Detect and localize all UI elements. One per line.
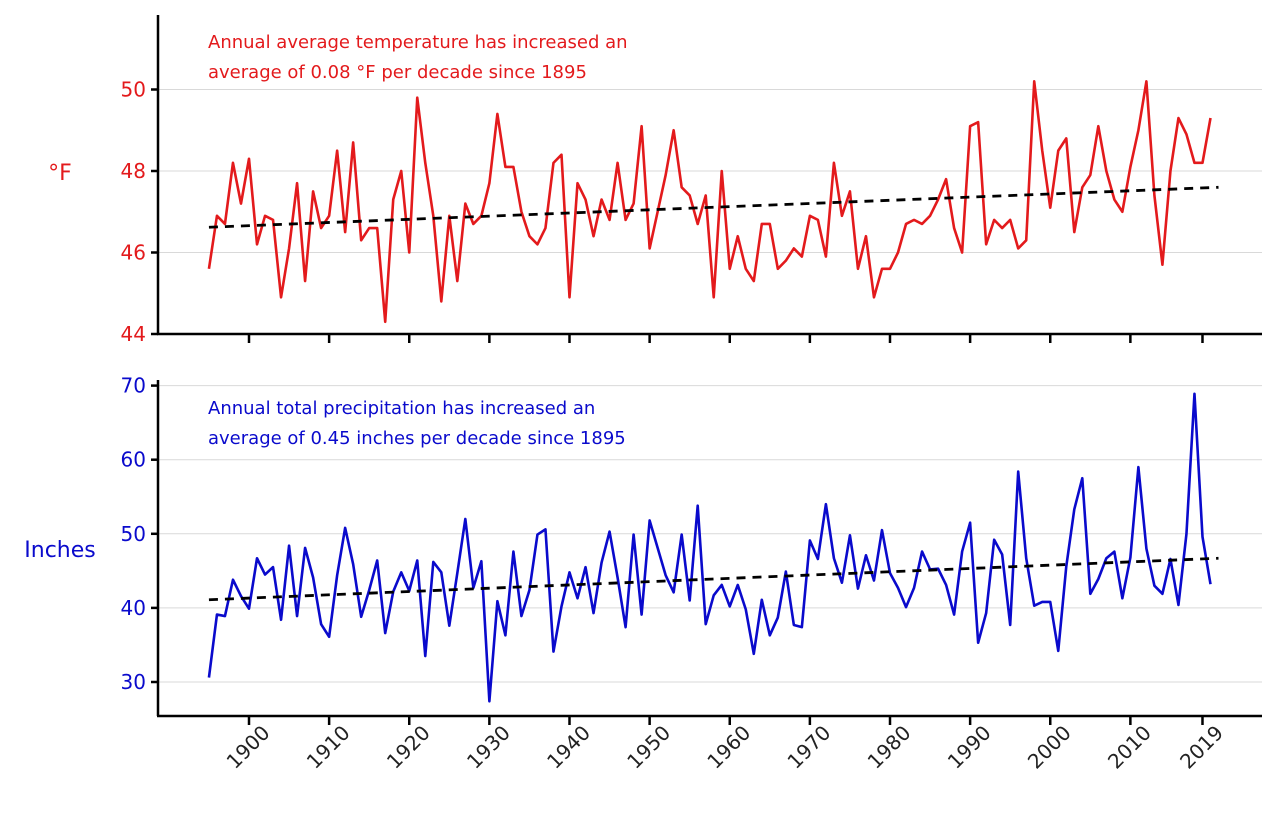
y-tick-label: 30 <box>121 670 146 694</box>
annotation-line: average of 0.08 °F per decade since 1895 <box>208 62 587 83</box>
temperature-panel: 44 46 48 50 °F Annual average temperature has… <box>48 15 1262 346</box>
data-series-line <box>207 80 1212 324</box>
y-tick-label: 50 <box>121 522 146 546</box>
x-tick-label: 2000 <box>1023 721 1076 774</box>
x-tick-label: 1940 <box>542 721 595 774</box>
x-tick-label: 1960 <box>702 721 755 774</box>
x-tick-label: 1910 <box>302 721 355 774</box>
annotation-line: Annual average temperature has increased… <box>208 32 628 53</box>
x-tick-label: 1920 <box>382 721 435 774</box>
x-tick-label: 1900 <box>222 721 275 774</box>
y-tick-label: 60 <box>121 448 146 472</box>
x-tick-label: 2010 <box>1103 721 1156 774</box>
x-tick-label: 1930 <box>462 721 515 774</box>
x-tick-label: 1950 <box>622 721 675 774</box>
y-tick-label: 48 <box>121 159 146 183</box>
x-axis: 1900 1910 1920 1930 1940 1950 1960 1970 1980 1990… <box>222 721 1228 774</box>
y-tick-label: 44 <box>121 322 146 346</box>
y-tick-label: 70 <box>121 374 146 398</box>
annotation-line: average of 0.45 inches per decade since … <box>208 428 626 449</box>
trend-line <box>208 556 1219 602</box>
data-series-line <box>207 392 1212 703</box>
y-tick-label: 40 <box>121 596 146 620</box>
annotation-line: Annual total precipitation has increased… <box>208 398 595 419</box>
y-axis-label: °F <box>48 161 72 186</box>
y-tick-label: 46 <box>121 241 146 265</box>
trend-line <box>208 185 1219 229</box>
y-axis-label: Inches <box>24 538 95 563</box>
precipitation-panel: 30 40 50 60 70 Inches Annual total precipitati… <box>24 374 1262 725</box>
x-tick-label: 1990 <box>943 721 996 774</box>
y-tick-label: 50 <box>121 78 146 102</box>
x-tick-label: 2019 <box>1175 721 1228 774</box>
x-tick-label: 1980 <box>863 721 916 774</box>
x-tick-label: 1970 <box>782 721 835 774</box>
